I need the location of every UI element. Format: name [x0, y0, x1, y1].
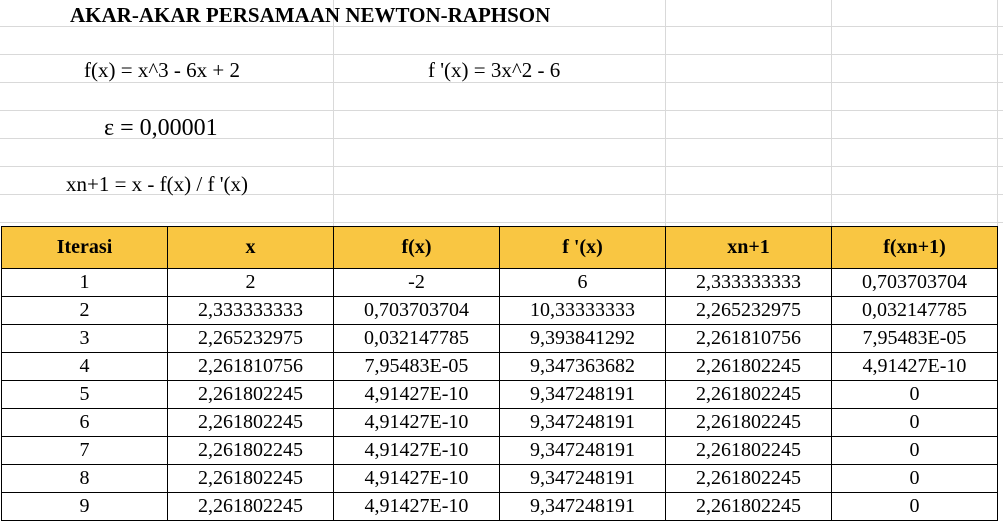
table-row: 2 2,333333333 0,703703704 10,33333333 2,2652…: [1, 296, 998, 325]
cell-iterasi[interactable]: 8: [1, 464, 168, 493]
cell-dfx[interactable]: 9,347248191: [499, 436, 666, 465]
column-gridline: [831, 0, 832, 226]
cell-x[interactable]: 2,261802245: [167, 464, 334, 493]
cell-fx[interactable]: -2: [333, 268, 500, 297]
cell-fxn1[interactable]: 0: [831, 436, 998, 465]
cell-xn1[interactable]: 2,265232975: [665, 296, 832, 325]
cell-fx[interactable]: 4,91427E-10: [333, 464, 500, 493]
cell-dfx[interactable]: 9,393841292: [499, 324, 666, 353]
header-xn1[interactable]: xn+1: [665, 226, 832, 269]
cell-xn1[interactable]: 2,261802245: [665, 380, 832, 409]
cell-iterasi[interactable]: 2: [1, 296, 168, 325]
cell-dfx[interactable]: 9,347248191: [499, 492, 666, 521]
results-table: Iterasi x f(x) f '(x) xn+1 f(xn+1) 1 2 -2 6…: [1, 226, 998, 521]
cell-fxn1[interactable]: 0: [831, 408, 998, 437]
table-row: 6 2,261802245 4,91427E-10 9,347248191 2,2618…: [1, 408, 998, 437]
table-row: 1 2 -2 6 2,333333333 0,703703704: [1, 268, 998, 297]
table-header-row: Iterasi x f(x) f '(x) xn+1 f(xn+1): [1, 226, 998, 269]
cell-fxn1[interactable]: 4,91427E-10: [831, 352, 998, 381]
table-row: 7 2,261802245 4,91427E-10 9,347248191 2,2618…: [1, 436, 998, 465]
cell-iterasi[interactable]: 6: [1, 408, 168, 437]
cell-x[interactable]: 2,265232975: [167, 324, 334, 353]
cell-iterasi[interactable]: 1: [1, 268, 168, 297]
cell-dfx[interactable]: 6: [499, 268, 666, 297]
cell-iterasi[interactable]: 9: [1, 492, 168, 521]
cell-x[interactable]: 2,261802245: [167, 436, 334, 465]
iteration-formula-cell[interactable]: xn+1 = x - f(x) / f '(x): [66, 172, 249, 196]
cell-fx[interactable]: 0,703703704: [333, 296, 500, 325]
cell-dfx[interactable]: 9,347248191: [499, 380, 666, 409]
cell-fx[interactable]: 0,032147785: [333, 324, 500, 353]
cell-x[interactable]: 2: [167, 268, 334, 297]
table-row: 8 2,261802245 4,91427E-10 9,347248191 2,2618…: [1, 464, 998, 493]
column-gridline: [997, 0, 998, 226]
cell-dfx[interactable]: 9,347248191: [499, 464, 666, 493]
cell-fxn1[interactable]: 0: [831, 380, 998, 409]
cell-xn1[interactable]: 2,261802245: [665, 464, 832, 493]
table-row: 9 2,261802245 4,91427E-10 9,347248191 2,2618…: [1, 492, 998, 521]
epsilon-cell[interactable]: ε = 0,00001: [104, 115, 218, 141]
function-cell[interactable]: f(x) = x^3 - 6x + 2: [84, 58, 241, 82]
derivative-cell[interactable]: f '(x) = 3x^2 - 6: [428, 58, 561, 82]
cell-iterasi[interactable]: 4: [1, 352, 168, 381]
cell-dfx[interactable]: 9,347363682: [499, 352, 666, 381]
table-row: 5 2,261802245 4,91427E-10 9,347248191 2,2618…: [1, 380, 998, 409]
cell-dfx[interactable]: 9,347248191: [499, 408, 666, 437]
cell-x[interactable]: 2,261802245: [167, 380, 334, 409]
cell-xn1[interactable]: 2,261802245: [665, 352, 832, 381]
cell-iterasi[interactable]: 3: [1, 324, 168, 353]
header-iterasi[interactable]: Iterasi: [1, 226, 168, 269]
cell-xn1[interactable]: 2,261802245: [665, 408, 832, 437]
table-row: 4 2,261810756 7,95483E-05 9,347363682 2,2618…: [1, 352, 998, 381]
column-gridline: [333, 0, 334, 226]
cell-x[interactable]: 2,261802245: [167, 492, 334, 521]
cell-fxn1[interactable]: 0,703703704: [831, 268, 998, 297]
cell-fxn1[interactable]: 7,95483E-05: [831, 324, 998, 353]
cell-xn1[interactable]: 2,261802245: [665, 436, 832, 465]
cell-fx[interactable]: 7,95483E-05: [333, 352, 500, 381]
column-gridline: [665, 0, 666, 226]
table-body: 1 2 -2 6 2,333333333 0,703703704 2 2,333333333 0…: [1, 268, 998, 521]
cell-x[interactable]: 2,261802245: [167, 408, 334, 437]
header-dfx[interactable]: f '(x): [499, 226, 666, 269]
cell-iterasi[interactable]: 7: [1, 436, 168, 465]
cell-x[interactable]: 2,333333333: [167, 296, 334, 325]
cell-xn1[interactable]: 2,333333333: [665, 268, 832, 297]
cell-x[interactable]: 2,261810756: [167, 352, 334, 381]
table-row: 3 2,265232975 0,032147785 9,393841292 2,2618…: [1, 324, 998, 353]
cell-iterasi[interactable]: 5: [1, 380, 168, 409]
cell-xn1[interactable]: 2,261802245: [665, 492, 832, 521]
header-fxn1[interactable]: f(xn+1): [831, 226, 998, 269]
cell-dfx[interactable]: 10,33333333: [499, 296, 666, 325]
cell-fx[interactable]: 4,91427E-10: [333, 408, 500, 437]
cell-fxn1[interactable]: 0,032147785: [831, 296, 998, 325]
cell-xn1[interactable]: 2,261810756: [665, 324, 832, 353]
cell-fxn1[interactable]: 0: [831, 464, 998, 493]
cell-fxn1[interactable]: 0: [831, 492, 998, 521]
sheet-title[interactable]: AKAR-AKAR PERSAMAAN NEWTON-RAPHSON: [70, 3, 551, 27]
header-x[interactable]: x: [167, 226, 334, 269]
cell-fx[interactable]: 4,91427E-10: [333, 492, 500, 521]
header-fx[interactable]: f(x): [333, 226, 500, 269]
cell-fx[interactable]: 4,91427E-10: [333, 380, 500, 409]
sheet-gridlines: [0, 0, 1003, 226]
cell-fx[interactable]: 4,91427E-10: [333, 436, 500, 465]
